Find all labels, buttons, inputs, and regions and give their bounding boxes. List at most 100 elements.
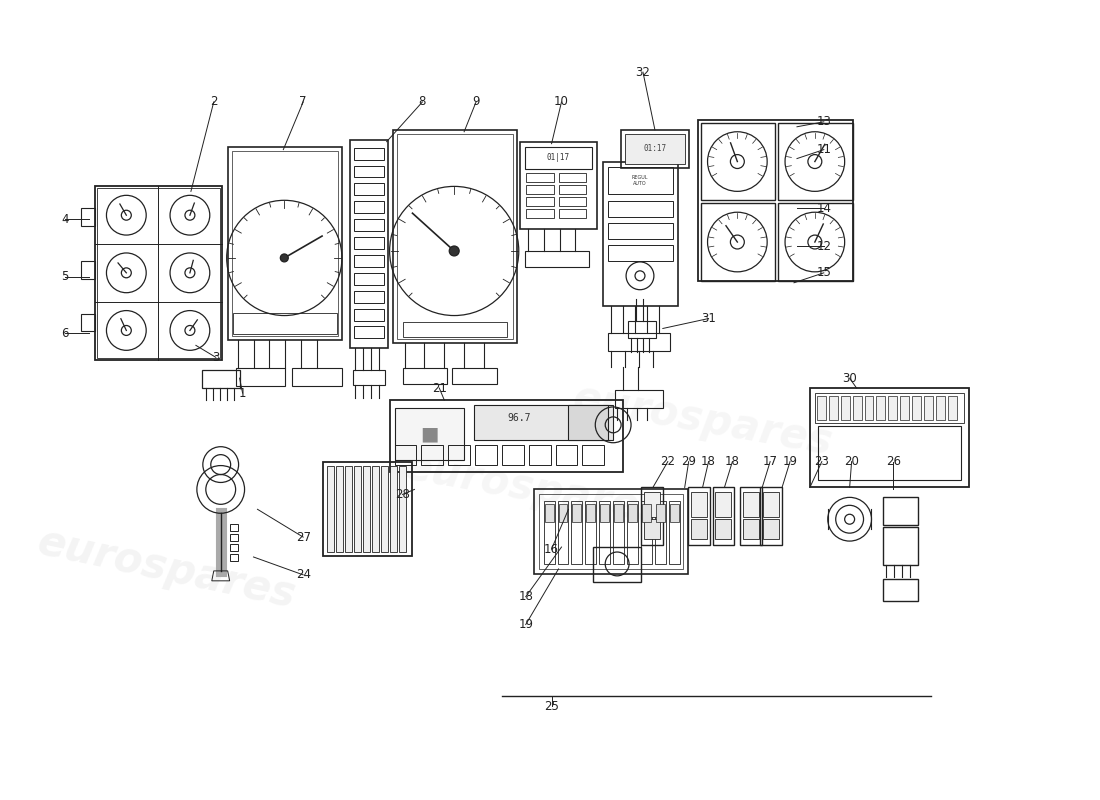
Bar xyxy=(526,210,553,218)
Bar xyxy=(354,326,384,338)
Bar xyxy=(840,396,849,420)
Bar xyxy=(354,255,384,267)
Bar xyxy=(97,188,220,358)
Text: 2: 2 xyxy=(210,95,218,109)
Bar xyxy=(452,368,497,384)
Bar xyxy=(354,237,384,249)
Bar xyxy=(525,146,592,169)
Text: 3: 3 xyxy=(212,350,219,364)
Text: 18: 18 xyxy=(725,455,740,468)
Text: ■: ■ xyxy=(420,424,439,443)
Bar xyxy=(715,492,732,518)
Bar xyxy=(644,519,660,539)
Bar xyxy=(421,445,443,465)
Text: 32: 32 xyxy=(636,66,650,78)
Bar xyxy=(559,198,586,206)
Bar xyxy=(354,166,384,178)
Bar xyxy=(558,502,569,564)
Text: 17: 17 xyxy=(762,455,778,468)
Bar xyxy=(614,504,623,522)
Bar xyxy=(80,314,95,331)
Bar xyxy=(912,396,921,420)
Text: 1: 1 xyxy=(239,386,246,399)
Bar xyxy=(603,162,678,306)
Bar xyxy=(336,466,343,552)
Bar xyxy=(608,245,673,261)
Bar xyxy=(323,462,412,556)
Text: 18: 18 xyxy=(701,455,716,468)
Bar xyxy=(572,504,582,522)
Bar xyxy=(354,466,361,552)
Bar xyxy=(559,174,586,182)
Bar xyxy=(608,223,673,239)
Text: 24: 24 xyxy=(296,568,310,582)
Bar xyxy=(701,203,776,281)
Text: eurospares: eurospares xyxy=(400,446,667,533)
Bar xyxy=(691,519,706,539)
Bar xyxy=(877,396,886,420)
Bar xyxy=(354,202,384,214)
Bar xyxy=(235,368,285,386)
Bar xyxy=(526,186,553,194)
Bar xyxy=(713,487,735,545)
Bar xyxy=(520,142,597,229)
Text: 25: 25 xyxy=(544,699,559,713)
Bar xyxy=(525,251,590,267)
Bar xyxy=(697,120,852,281)
Bar xyxy=(95,186,222,360)
Bar xyxy=(529,445,551,465)
Bar xyxy=(641,502,652,564)
Text: 12: 12 xyxy=(816,239,832,253)
Text: 28: 28 xyxy=(395,488,410,501)
Bar xyxy=(744,492,759,518)
Bar xyxy=(230,554,238,561)
Bar xyxy=(715,519,732,539)
Text: 19: 19 xyxy=(518,618,534,631)
Bar xyxy=(586,504,595,522)
Text: 9: 9 xyxy=(472,95,480,109)
Text: 18: 18 xyxy=(518,590,534,603)
Bar xyxy=(395,445,417,465)
Text: 5: 5 xyxy=(60,270,68,283)
Bar xyxy=(526,198,553,206)
Bar xyxy=(601,504,609,522)
Bar xyxy=(613,502,624,564)
Bar xyxy=(654,502,666,564)
Bar xyxy=(852,396,861,420)
Bar xyxy=(642,504,651,522)
Bar xyxy=(526,174,553,182)
Bar xyxy=(397,134,513,339)
Bar xyxy=(900,396,910,420)
Bar xyxy=(644,492,660,518)
Bar xyxy=(475,445,497,465)
Bar xyxy=(600,502,610,564)
Bar xyxy=(230,544,238,551)
Text: 8: 8 xyxy=(419,95,426,109)
Bar xyxy=(669,502,680,564)
Bar xyxy=(889,396,898,420)
Bar xyxy=(232,150,338,337)
Bar xyxy=(817,426,961,481)
Bar xyxy=(354,219,384,231)
Circle shape xyxy=(449,246,459,256)
Bar xyxy=(641,487,663,545)
Bar xyxy=(815,393,964,423)
Bar xyxy=(327,466,334,552)
Text: 29: 29 xyxy=(681,455,696,468)
Bar xyxy=(381,466,387,552)
Bar xyxy=(744,519,759,539)
Bar xyxy=(80,261,95,278)
Bar xyxy=(80,208,95,226)
Bar xyxy=(559,186,586,194)
Bar xyxy=(608,166,673,194)
Bar xyxy=(502,445,524,465)
Bar xyxy=(948,396,957,420)
Bar xyxy=(403,322,507,338)
Text: REGUL
AUTO: REGUL AUTO xyxy=(631,175,648,186)
Bar xyxy=(763,492,779,518)
Text: 31: 31 xyxy=(701,312,716,325)
Bar xyxy=(778,123,852,200)
Text: eurospares: eurospares xyxy=(570,376,836,463)
Bar xyxy=(625,134,684,163)
Bar xyxy=(354,290,384,302)
